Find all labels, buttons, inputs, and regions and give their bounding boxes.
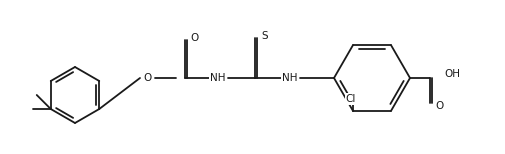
Text: OH: OH	[443, 69, 459, 79]
Text: NH: NH	[282, 73, 297, 83]
Text: Cl: Cl	[345, 94, 356, 104]
Text: O: O	[190, 33, 199, 43]
Text: NH: NH	[210, 73, 225, 83]
Text: S: S	[261, 31, 268, 41]
Text: O: O	[435, 101, 443, 111]
Text: O: O	[143, 73, 152, 83]
